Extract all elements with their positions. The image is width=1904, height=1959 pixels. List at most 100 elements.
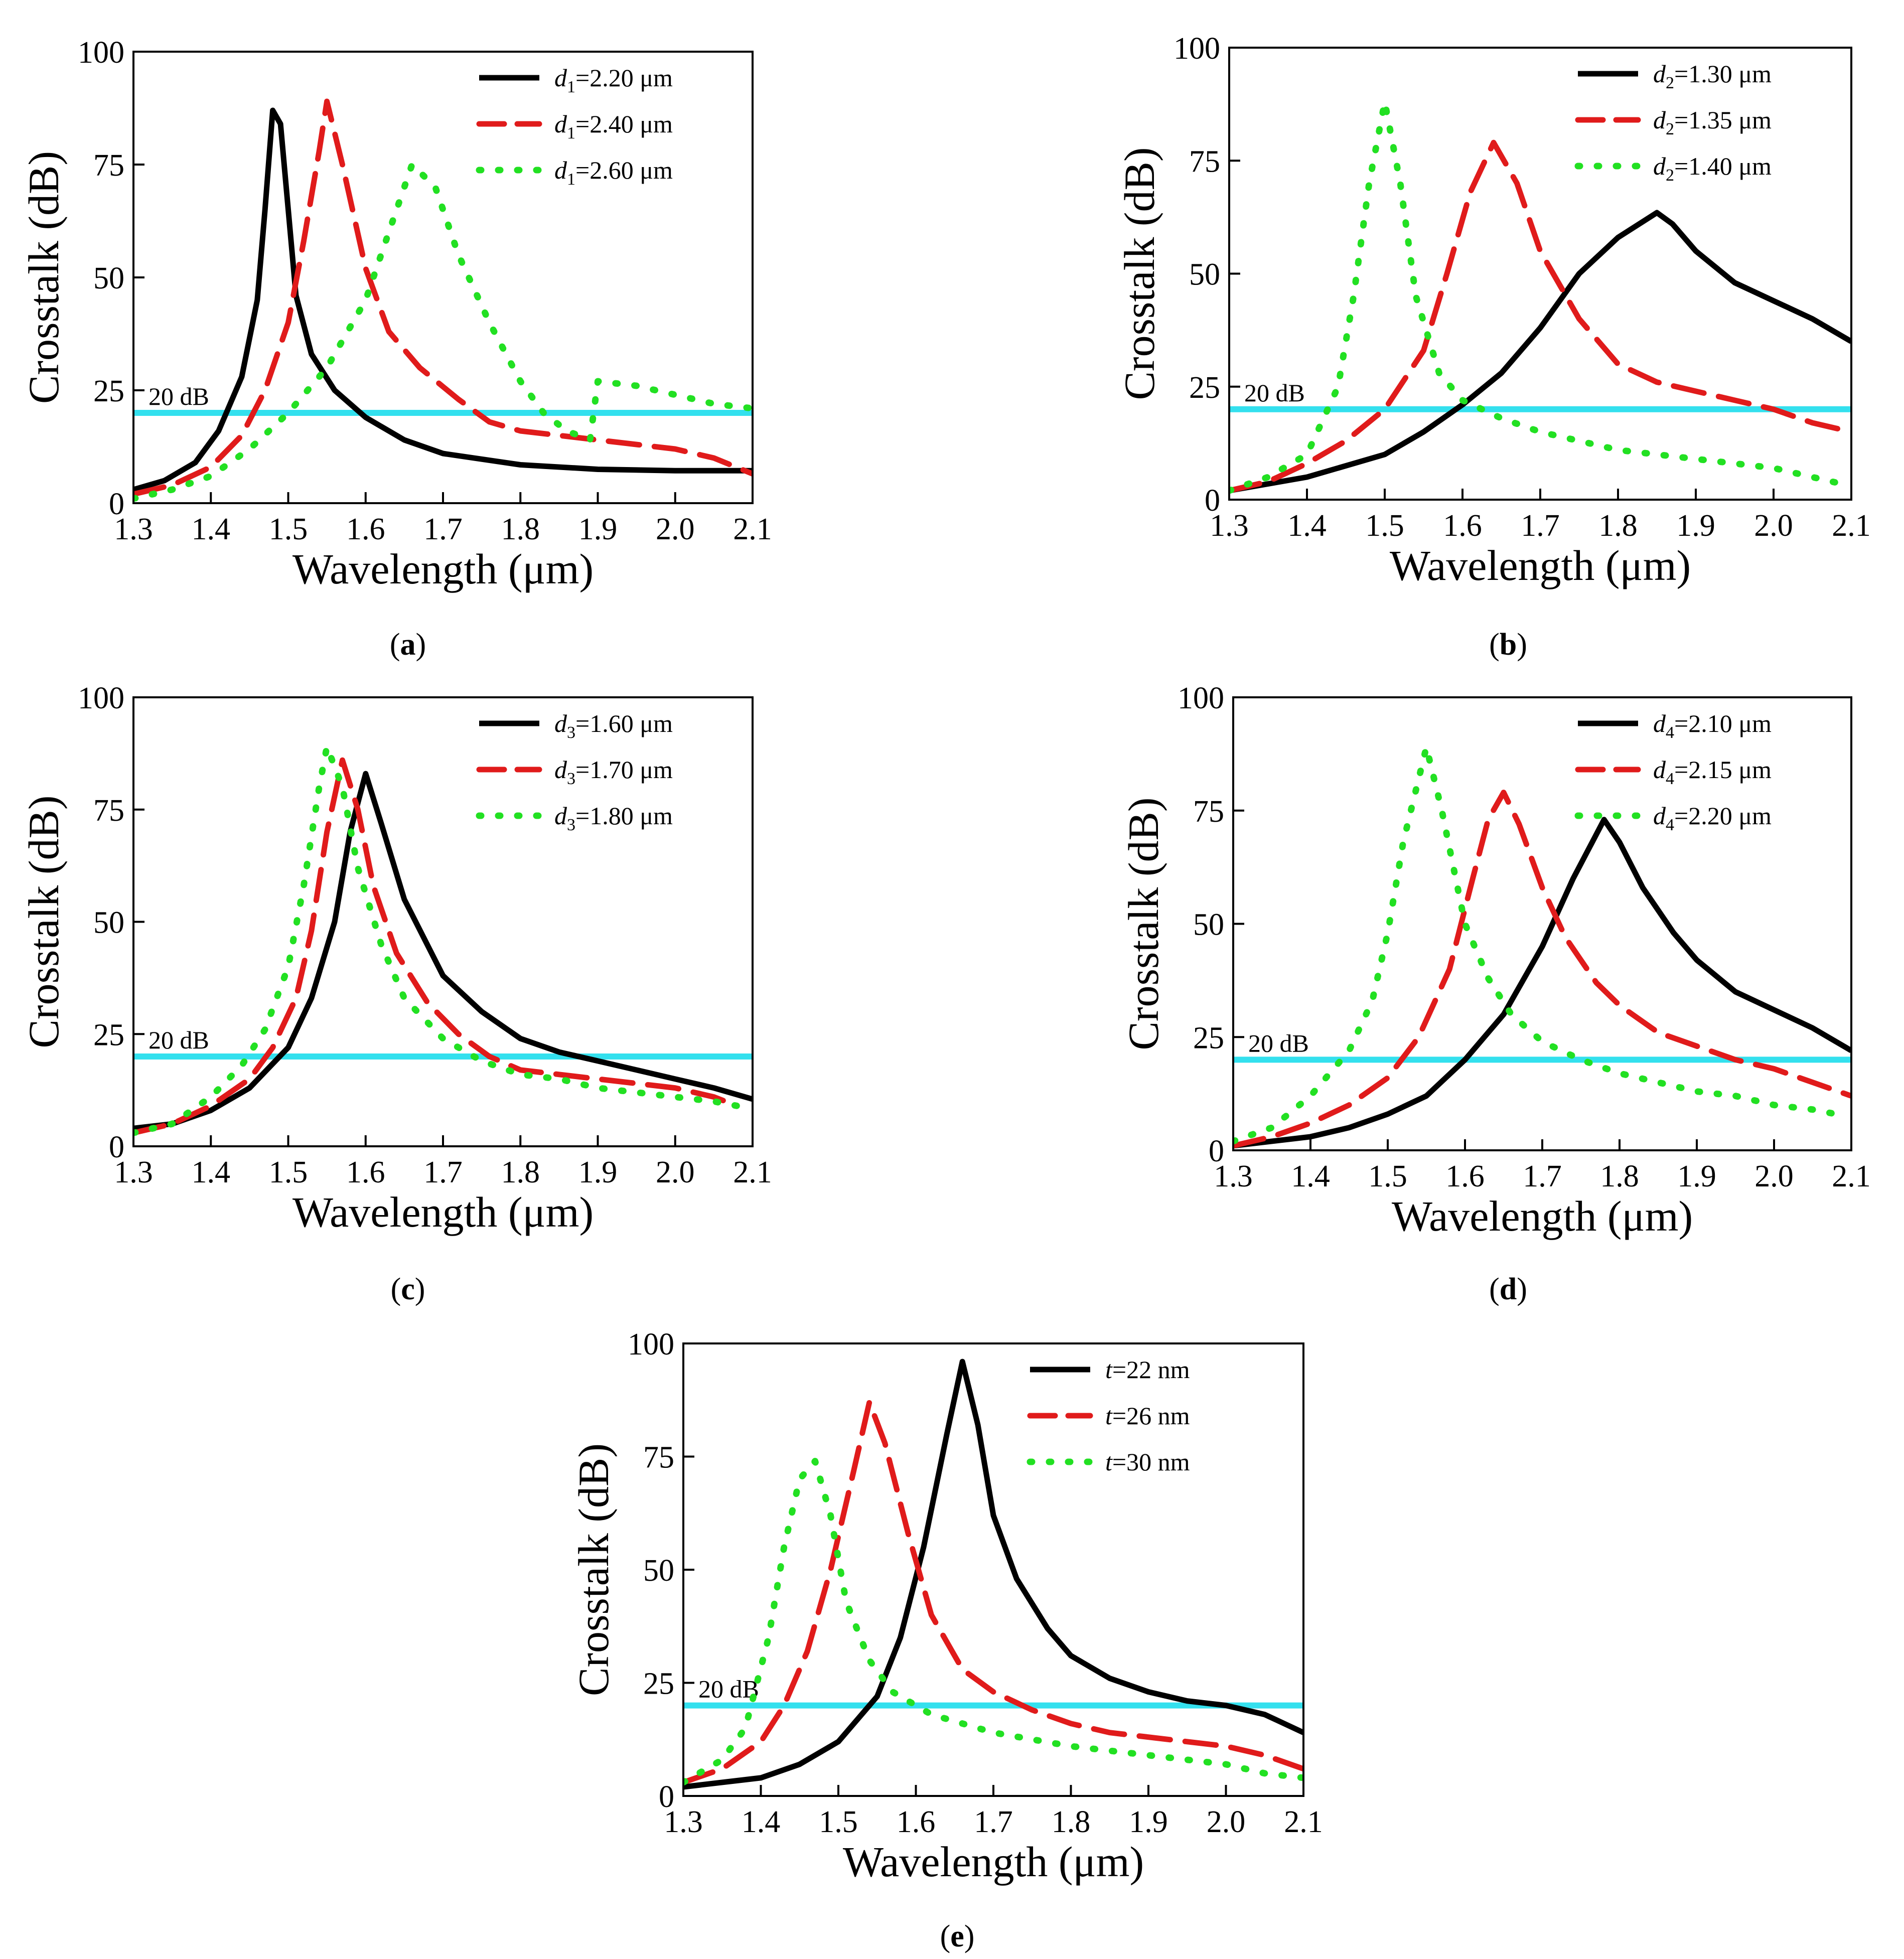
x-tick-label: 1.8 [501,512,540,546]
x-tick-label: 1.9 [1129,1805,1168,1839]
y-tick-label: 25 [93,374,124,408]
x-tick-label: 1.6 [346,1155,385,1189]
legend-entry-text: d3=1.60 μm [554,709,673,742]
reference-line-label: 20 dB [1248,1029,1309,1057]
y-tick-label: 0 [1209,1134,1224,1168]
series-line-b-1 [1229,210,1851,494]
x-tick-label: 1.3 [664,1805,703,1839]
legend-entry-text: d1=2.20 μm [554,64,673,96]
legend-entry-text: d2=1.40 μm [1653,152,1772,185]
x-tick-label: 1.5 [819,1805,858,1839]
x-tick-label: 1.6 [346,512,385,546]
panel-caption: (a) [390,628,426,662]
y-tick-label: 0 [1205,484,1220,518]
x-tick-label: 1.7 [974,1805,1013,1839]
y-tick-label: 100 [78,681,124,715]
series-line-e-1 [683,1359,1303,1790]
x-tick-label: 1.8 [1052,1805,1091,1839]
panel-caption: (d) [1489,1272,1527,1306]
legend-entry-text: d2=1.35 μm [1653,106,1772,138]
series-line-d-3 [1233,743,1839,1145]
panel-caption: (e) [940,1919,975,1953]
x-tick-label: 1.5 [269,1155,308,1189]
y-tick-label: 25 [93,1018,124,1052]
x-tick-label: 2.0 [1207,1805,1246,1839]
series-line-d-1 [1233,817,1851,1149]
x-tick-label: 1.7 [1523,1159,1562,1193]
x-tick-label: 2.0 [1754,509,1793,543]
y-tick-label: 75 [643,1441,674,1475]
y-tick-label: 0 [109,487,124,521]
x-tick-label: 2.0 [656,1155,695,1189]
x-tick-label: 1.4 [1287,509,1327,543]
y-tick-label: 50 [93,261,124,295]
y-tick-label: 75 [1189,144,1220,179]
chart-panel-c: 20 dB 1.3 1.4 1.5 1.6 1.7 1.8 1.9 2.0 2.1 0 25 50 75 1… [20,681,772,1306]
legend-entry-text: t=30 nm [1105,1448,1190,1476]
reference-line-label: 20 dB [149,1026,209,1054]
legend-entry-text: t=22 nm [1105,1355,1190,1384]
x-tick-label: 1.7 [423,512,463,546]
x-tick-label: 1.6 [1443,509,1482,543]
legend-entry-text: d3=1.70 μm [554,756,673,788]
x-axis-label: Wavelength (μm) [292,545,594,593]
y-tick-label: 0 [109,1130,124,1164]
x-tick-label: 2.1 [1284,1805,1323,1839]
legend-entry-text: t=26 nm [1105,1402,1190,1430]
x-tick-label: 1.5 [1365,509,1404,543]
x-tick-label: 2.0 [1754,1159,1794,1193]
legend-entry-text: d4=2.10 μm [1653,709,1772,742]
x-tick-label: 1.4 [742,1805,781,1839]
x-tick-label: 2.0 [656,512,695,546]
series-line-d-2 [1233,790,1851,1149]
legend-entry-text: d4=2.15 μm [1653,756,1772,788]
legend-entry-text: d3=1.80 μm [554,802,673,834]
series-line-a-2 [133,98,753,497]
x-tick-label: 1.4 [192,512,231,546]
series-line-b-2 [1229,139,1851,494]
x-tick-label: 2.1 [1832,1159,1871,1193]
series-line-b-3 [1229,98,1851,494]
series-line-c-2 [133,757,740,1136]
chart-panel-e: 20 dB 1.3 1.4 1.5 1.6 1.7 1.8 1.9 2.0 2.1 0 25 50 75 1… [569,1327,1323,1953]
x-tick-label: 1.5 [1368,1159,1407,1193]
series-line-e-2 [683,1399,1303,1785]
x-tick-label: 2.1 [733,512,772,546]
y-tick-label: 75 [93,148,124,183]
x-tick-label: 1.3 [114,1155,153,1189]
x-tick-label: 1.3 [1214,1159,1253,1193]
y-tick-label: 50 [93,906,124,940]
y-tick-label: 100 [1178,681,1224,715]
reference-line-label: 20 dB [149,382,209,410]
x-tick-label: 1.9 [578,512,618,546]
x-axis-label: Wavelength (μm) [843,1838,1144,1886]
x-tick-label: 1.3 [114,512,153,546]
x-tick-label: 1.3 [1210,509,1249,543]
reference-line-label: 20 dB [1244,379,1305,407]
y-tick-label: 50 [1193,908,1224,942]
chart-panel-d: 20 dB 1.3 1.4 1.5 1.6 1.7 1.8 1.9 2.0 2.1 0 25 50 75 1… [1119,681,1871,1306]
x-tick-label: 1.8 [1600,1159,1639,1193]
panel-caption: (b) [1489,628,1527,662]
x-tick-label: 2.1 [733,1155,772,1189]
series-line-a-1 [133,107,753,493]
x-tick-label: 1.7 [423,1155,463,1189]
x-tick-label: 1.9 [578,1155,618,1189]
y-axis-label: Crosstalk (dB) [1115,147,1163,400]
y-tick-label: 50 [1189,258,1220,292]
y-axis-label: Crosstalk (dB) [20,151,68,404]
x-tick-label: 1.4 [192,1155,231,1189]
panel-caption: (c) [391,1272,425,1306]
y-tick-label: 25 [1193,1021,1224,1055]
legend-entry-text: d2=1.30 μm [1653,60,1772,92]
chart-panel-b: 20 dB 1.3 1.4 1.5 1.6 1.7 1.8 1.9 2.0 2.1 0 25 50 75 1… [1115,32,1871,662]
x-tick-label: 2.1 [1832,509,1871,543]
legend-entry-text: d4=2.20 μm [1653,802,1772,834]
y-tick-label: 100 [78,36,124,70]
x-tick-label: 1.7 [1521,509,1560,543]
y-tick-label: 100 [628,1327,674,1362]
legend-entry-text: d1=2.40 μm [554,110,673,142]
y-tick-label: 25 [643,1667,674,1701]
x-axis-label: Wavelength (μm) [1392,1192,1693,1240]
series-line-c-1 [133,771,753,1131]
